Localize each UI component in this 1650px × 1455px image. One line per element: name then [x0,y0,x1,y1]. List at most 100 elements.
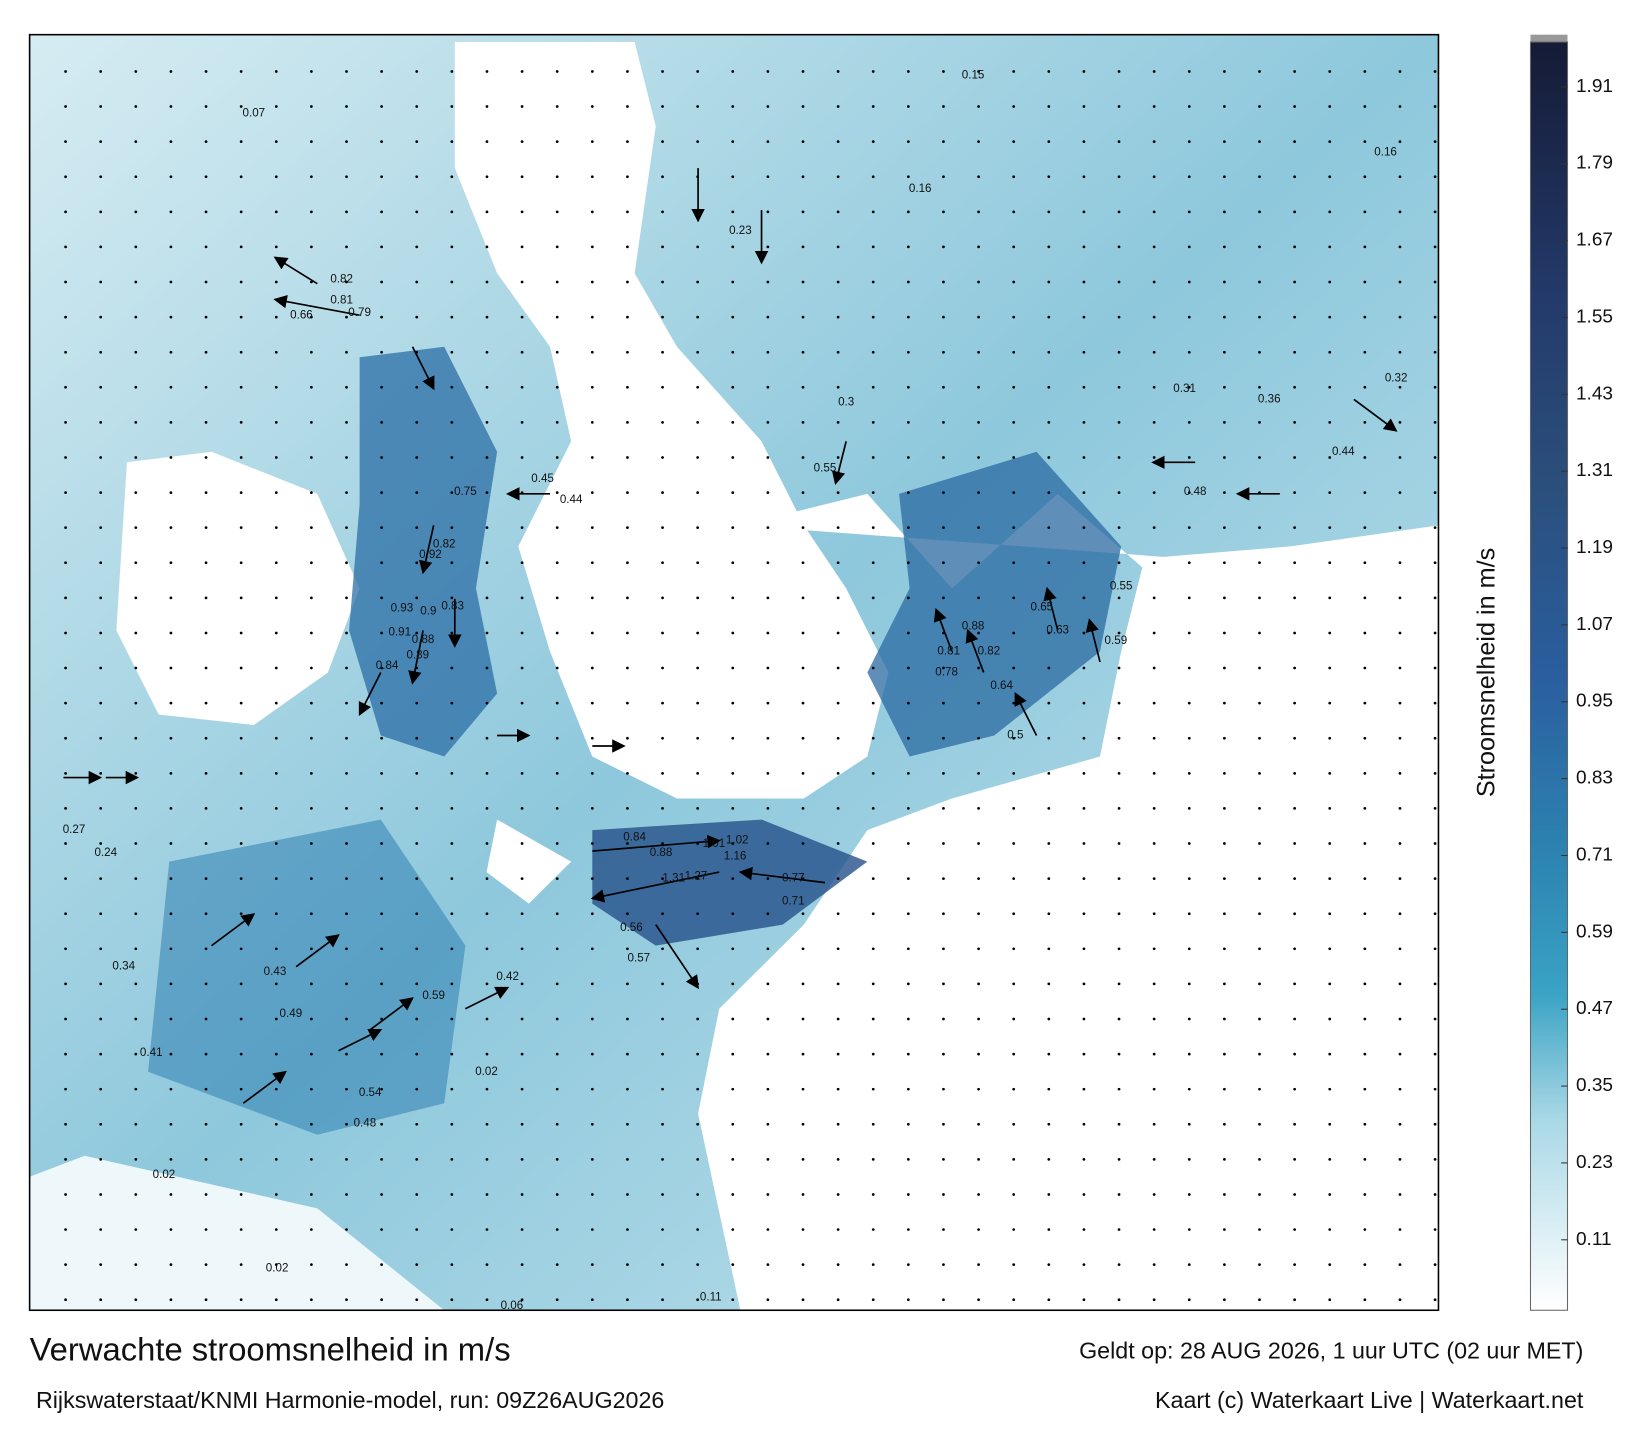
grid-dot [239,421,243,424]
grid-dot [1117,456,1121,459]
grid-dot [942,947,945,951]
colorbar-tick-label: 0.47 [1576,998,1613,1019]
grid-dot [310,1298,313,1302]
grid-dot [134,280,138,284]
grid-dot [555,350,559,354]
grid-dot [1328,947,1332,951]
grid-dot [1223,1298,1226,1302]
grid-dot [239,385,243,389]
grid-dot [836,1017,840,1021]
grid-dot [380,421,383,424]
grid-dot [1363,175,1367,179]
shallow [29,1155,445,1311]
grid-dot [871,245,875,249]
grid-dot [766,631,770,635]
grid-dot [871,842,875,845]
grid-dot [696,1052,700,1056]
grid-dot [906,701,910,705]
grid-dot [731,1052,735,1056]
grid-dot [1328,631,1332,635]
grid-dot [801,1122,805,1126]
grid-dot [274,807,278,810]
grid-dot [977,385,980,389]
grid-dot [1047,842,1051,845]
grid-dot [1258,666,1261,670]
grid-dot [204,175,208,179]
grid-dot [64,912,67,916]
grid-dot [485,315,489,319]
grid-dot [1433,807,1437,810]
grid-dot [731,561,735,565]
grid-dot [345,736,348,740]
grid-dot [731,175,735,179]
speed-label: 0.88 [412,634,435,646]
grid-dot [1117,315,1121,319]
grid-dot [1433,140,1437,144]
grid-dot [1152,842,1156,845]
grid-dot [731,877,735,880]
grid-dot [801,421,805,424]
grid-dot [871,526,875,530]
grid-dot [380,70,383,73]
grid-dot [1258,175,1261,179]
grid-dot [99,175,103,179]
grid-dot [1082,526,1086,530]
grid-dot [345,701,348,705]
grid-dot [977,736,980,740]
grid-dot [1187,385,1191,389]
grid-dot [766,491,770,494]
grid-dot [942,842,945,845]
speed-label: 0.65 [1031,601,1054,613]
grid-dot [1152,1017,1156,1021]
grid-dot [661,877,664,880]
grid-dot [1258,1263,1261,1267]
grid-dot [731,1193,735,1196]
grid-dot [942,456,945,459]
grid-dot [626,877,629,880]
grid-dot [1047,385,1051,389]
grid-dot [415,140,419,144]
valid-time: Geldt op: 28 AUG 2026, 1 uur UTC (02 uur… [1079,1338,1583,1364]
grid-dot [836,1228,840,1231]
grid-dot [626,105,629,108]
grid-dot [204,491,208,494]
grid-dot [731,350,735,354]
grid-dot [1293,175,1296,179]
grid-dot [1328,350,1332,354]
grid-dot [485,280,489,284]
grid-dot [871,1193,875,1196]
grid-dot [1012,105,1016,108]
grid-dot [450,175,454,179]
grid-dot [415,1193,419,1196]
grid-dot [1293,315,1296,319]
grid-dot [239,1122,243,1126]
grid-dot [731,701,735,705]
grid-dot [1258,912,1261,916]
current-arrow [738,866,826,884]
grid-dot [1363,70,1367,73]
grid-dot [590,210,594,214]
grid-dot [1293,105,1296,108]
grid-dot [1293,1052,1296,1056]
colorbar-tick-label: 0.35 [1576,1075,1613,1096]
grid-dot [1047,807,1051,810]
grid-dot [99,561,103,565]
grid-dot [977,1298,980,1302]
grid-dot [169,350,173,354]
grid-dot [1293,245,1296,249]
grid-dot [485,1228,489,1231]
grid-dot [590,456,594,459]
grid-dot [1433,385,1437,389]
grid-dot [626,631,629,635]
grid-dot [766,561,770,565]
grid-dot [310,491,313,494]
grid-dot [906,456,910,459]
grid-dot [766,947,770,951]
grid-dot [169,140,173,144]
grid-dot [1012,842,1016,845]
grid-dot [310,1087,313,1091]
grid-dot [801,1017,805,1021]
grid-dot [661,982,664,986]
grid-dot [204,736,208,740]
grid-dot [169,1122,173,1126]
